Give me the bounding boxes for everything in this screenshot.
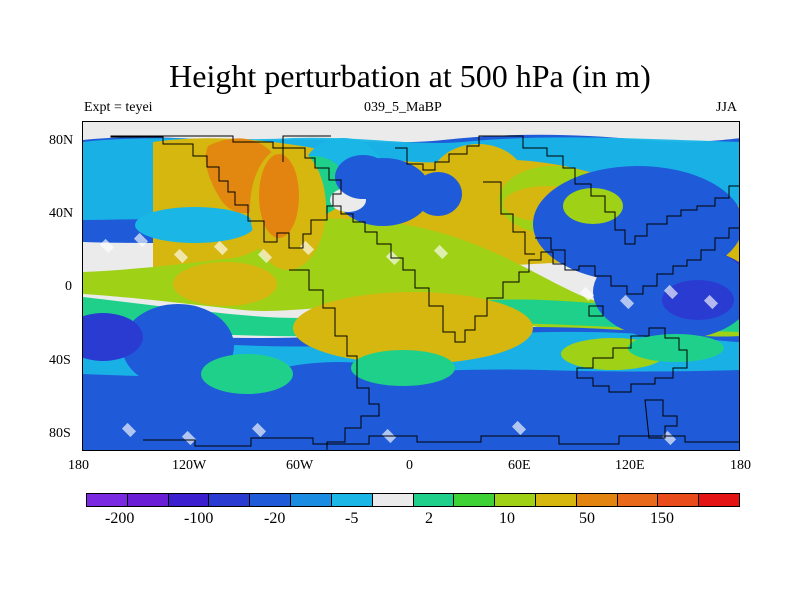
colorbar-label-minus-200: -200 (105, 510, 135, 527)
colorbar-swatch (291, 494, 332, 506)
colorbar (86, 493, 740, 507)
lon-tick-60w: 60W (286, 458, 314, 473)
lat-tick-0: 0 (65, 279, 72, 294)
colorbar-swatch (699, 494, 739, 506)
colorbar-swatch (658, 494, 700, 506)
colorbar-swatch (87, 494, 128, 506)
colorbar-swatch (535, 494, 577, 506)
colorbar-label-2: 2 (425, 510, 433, 527)
colorbar-swatch (413, 494, 455, 506)
colorbar-label-150: 150 (650, 510, 674, 527)
lon-tick-180-left: 180 (68, 458, 89, 473)
lat-tick-40n: 40N (49, 206, 74, 221)
lon-tick-0: 0 (406, 458, 413, 473)
lat-tick-80n: 80N (49, 133, 74, 148)
colorbar-swatch (209, 494, 251, 506)
colorbar-swatch (331, 494, 373, 506)
colorbar-swatch (576, 494, 618, 506)
colorbar-swatch (127, 494, 169, 506)
colorbar-label-10: 10 (499, 510, 515, 527)
lon-tick-120e: 120E (615, 458, 645, 473)
colorbar-swatch (454, 494, 496, 506)
colorbar-label-50: 50 (579, 510, 595, 527)
lon-tick-120w: 120W (172, 458, 207, 473)
colorbar-label-minus-5: -5 (345, 510, 359, 527)
colorbar-swatch (250, 494, 292, 506)
height-field-map (83, 122, 739, 450)
lon-tick-60e: 60E (508, 458, 531, 473)
colorbar-label-minus-100: -100 (184, 510, 214, 527)
colorbar-label-minus-20: -20 (264, 510, 286, 527)
season-label: JJA (716, 100, 738, 115)
colorbar-swatch (168, 494, 210, 506)
plot-title: Height perturbation at 500 hPa (in m) (169, 58, 651, 94)
lat-tick-80s: 80S (49, 426, 71, 441)
map-panel (82, 121, 740, 451)
period-label: 039_5_MaBP (364, 100, 442, 115)
lat-tick-40s: 40S (49, 353, 71, 368)
colorbar-swatch (495, 494, 536, 506)
lon-tick-180-right: 180 (730, 458, 751, 473)
experiment-label: Expt = teyei (84, 100, 153, 115)
colorbar-swatch (372, 494, 414, 506)
colorbar-swatch (617, 494, 659, 506)
